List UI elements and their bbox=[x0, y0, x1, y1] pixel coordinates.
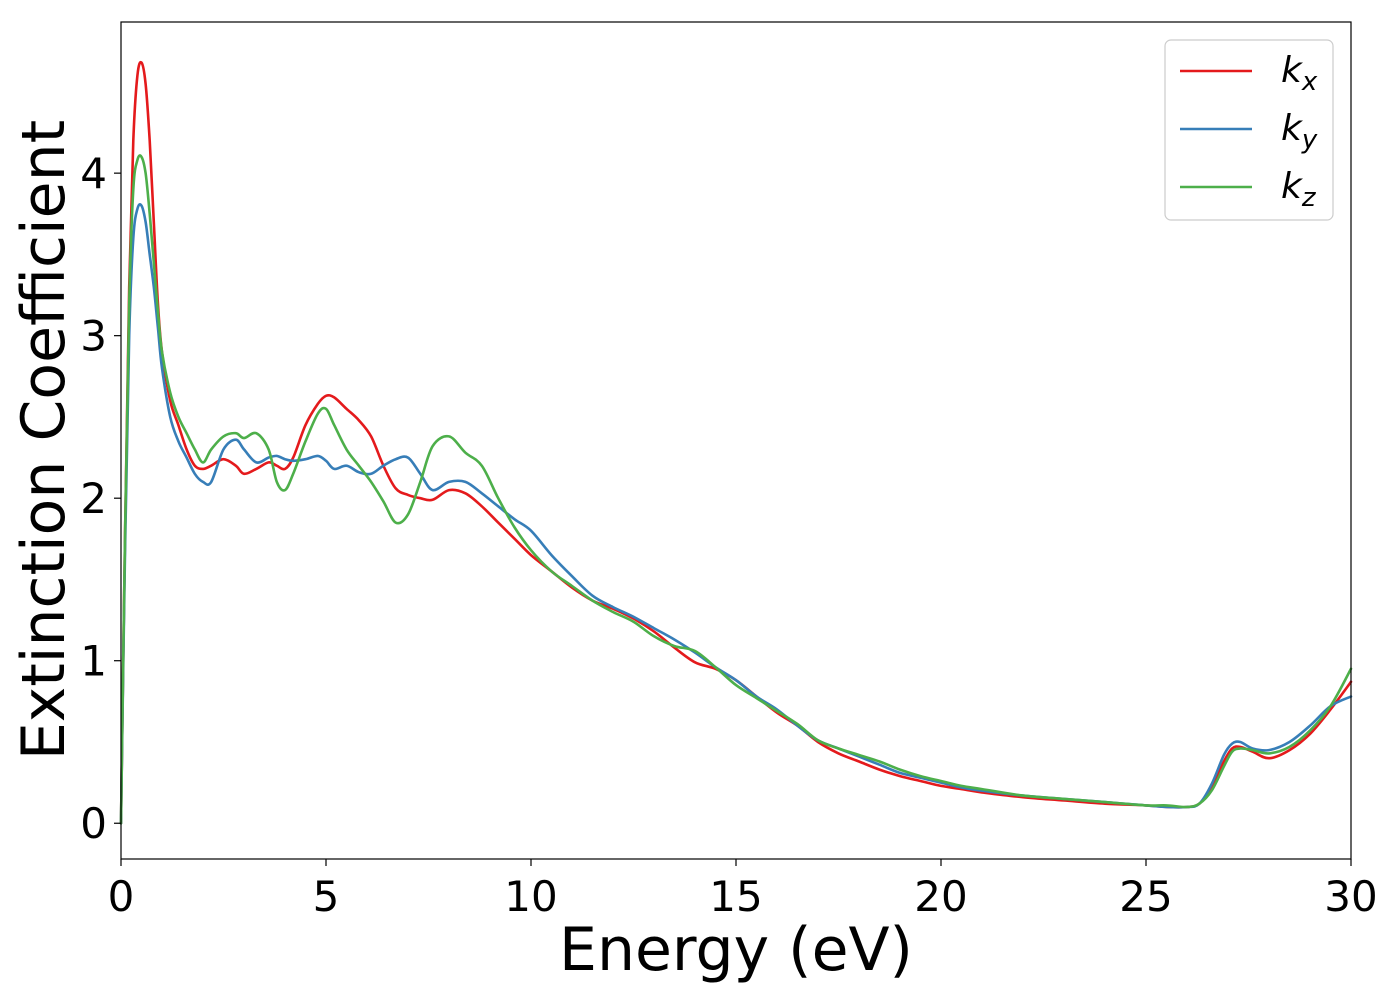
legend-label: kz bbox=[1281, 166, 1317, 213]
y-tick-label: 3 bbox=[80, 312, 107, 361]
x-axis-title: Energy (eV) bbox=[559, 915, 913, 985]
x-tick-label: 5 bbox=[313, 872, 340, 921]
x-tick-label: 10 bbox=[504, 872, 557, 921]
legend-entry-kz: kz bbox=[1180, 166, 1317, 213]
x-axis-ticks: 0 5 10 15 20 25 30 bbox=[108, 859, 1378, 921]
legend: kx ky kz bbox=[1164, 39, 1334, 221]
y-tick-label: 4 bbox=[80, 149, 107, 198]
y-axis-title: Extinction Coefficient bbox=[9, 120, 79, 760]
legend-entry-kx: kx bbox=[1180, 50, 1318, 97]
x-tick-label: 20 bbox=[914, 872, 967, 921]
y-axis-ticks: 0 1 2 3 4 bbox=[80, 149, 121, 848]
series-line-kx bbox=[119, 60, 1353, 825]
series-layer bbox=[119, 60, 1353, 825]
legend-label: ky bbox=[1281, 108, 1318, 155]
series-line-kz bbox=[119, 154, 1353, 825]
y-tick-label: 0 bbox=[80, 799, 107, 848]
x-tick-label: 25 bbox=[1119, 872, 1172, 921]
legend-label: kx bbox=[1281, 50, 1318, 97]
legend-entry-ky: ky bbox=[1180, 108, 1318, 155]
x-tick-label: 15 bbox=[709, 872, 762, 921]
x-tick-label: 0 bbox=[108, 872, 135, 921]
legend-entries: kx ky kz bbox=[1180, 50, 1318, 213]
x-tick-label: 30 bbox=[1324, 872, 1377, 921]
y-tick-label: 1 bbox=[80, 637, 107, 686]
y-tick-label: 2 bbox=[80, 474, 107, 523]
